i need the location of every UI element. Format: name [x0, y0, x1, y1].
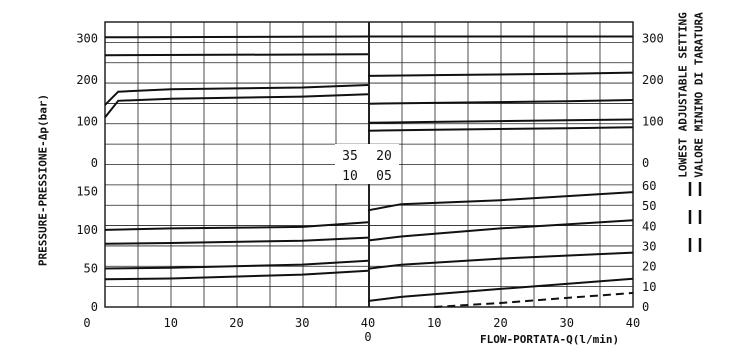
y-tick-label-lower-left: 100 — [76, 223, 98, 237]
y-tick-label-lower-left: 50 — [84, 261, 98, 275]
y-tick-label-upper-right: 100 — [642, 115, 664, 129]
x-tick-label-right: 20 — [493, 316, 507, 330]
legend-line-1: LOWEST ADJUSTABLE SETTING — [676, 12, 690, 178]
series-line-upper-right — [367, 118, 634, 124]
y-tick-label-upper-left: 200 — [76, 73, 98, 87]
legend-line-2: VALORE MINIMO DI TARATURA — [692, 12, 706, 178]
code-label-20: 20 — [376, 149, 392, 164]
y-tick-label-upper-left: 300 — [76, 32, 98, 46]
series-line-lower-left — [104, 259, 369, 270]
y-tick-label-lower-right: 40 — [642, 219, 656, 233]
series-line-lower-right — [434, 291, 634, 308]
x-tick-label-left: 10 — [164, 316, 178, 330]
series-line-upper-right — [367, 126, 634, 132]
series-line-lower-right — [367, 191, 634, 212]
y-tick-label-lower-right: 10 — [642, 280, 656, 294]
y-tick-label-lower-left: 0 — [91, 300, 98, 314]
x-tick-label-left: 30 — [295, 316, 309, 330]
code-label-10: 10 — [342, 169, 358, 184]
x-tick-label-right: 0 — [364, 330, 371, 344]
series-line-upper-left — [104, 53, 369, 57]
series-line-upper-left — [104, 84, 369, 106]
series-line-upper-left — [104, 93, 369, 119]
y-tick-label-upper-left: 0 — [91, 156, 98, 170]
series-line-lower-right — [367, 219, 634, 242]
series-line-lower-left — [104, 221, 369, 231]
x-tick-label-right: 30 — [560, 316, 574, 330]
y-tick-label-lower-right: 20 — [642, 260, 656, 274]
series-line-lower-left — [104, 236, 369, 245]
x-tick-label-left: 0 — [83, 316, 90, 330]
y-axis-label: PRESSURE-PRESSIONE-Δp(bar) — [36, 93, 50, 267]
series-line-lower-right — [367, 251, 634, 270]
y-tick-label-lower-right: 50 — [642, 199, 656, 213]
x-tick-label-right: 10 — [427, 316, 441, 330]
series-line-upper-left — [104, 35, 369, 39]
y-tick-label-upper-right: 300 — [642, 32, 664, 46]
y-tick-label-upper-left: 100 — [76, 115, 98, 129]
series-line-lower-right — [367, 277, 634, 302]
code-label-05: 05 — [376, 169, 392, 184]
x-tick-label-left: 20 — [229, 316, 243, 330]
x-tick-label-right: 40 — [626, 316, 640, 330]
series-line-upper-right — [367, 71, 634, 77]
y-tick-label-upper-right: 0 — [642, 156, 649, 170]
y-tick-label-lower-right: 30 — [642, 240, 656, 254]
y-tick-label-lower-left: 150 — [76, 184, 98, 198]
y-tick-label-upper-right: 200 — [642, 73, 664, 87]
x-axis-label: FLOW-PORTATA-Q(l/min) — [480, 333, 620, 346]
y-tick-label-lower-right: 0 — [642, 300, 649, 314]
code-label-35: 35 — [342, 149, 358, 164]
y-tick-label-lower-right: 60 — [642, 179, 656, 193]
x-tick-label-left: 40 — [361, 316, 375, 330]
series-line-upper-right — [367, 99, 634, 105]
code-label-box — [335, 144, 399, 184]
series-line-lower-left — [104, 269, 369, 281]
